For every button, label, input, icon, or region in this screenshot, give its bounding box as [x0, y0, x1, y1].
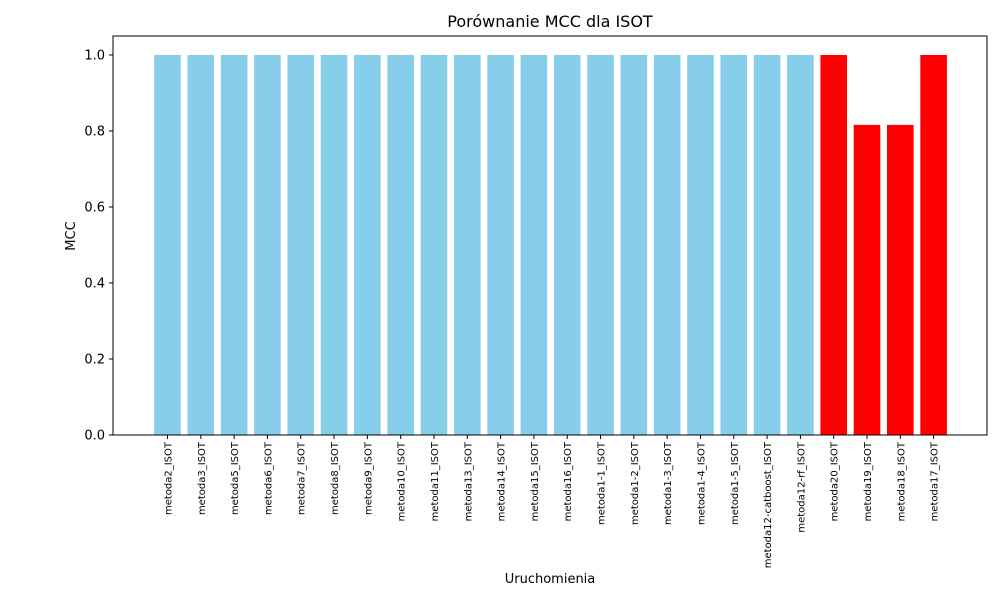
- bar-metoda14_ISOT: [487, 55, 514, 435]
- x-axis-title: Uruchomienia: [505, 572, 596, 587]
- x-tick-label: metoda5_ISOT: [230, 441, 241, 515]
- bar-metoda17_ISOT: [920, 55, 947, 435]
- bar-metoda2_ISOT: [154, 55, 181, 435]
- x-tick-label: metoda15_ISOT: [530, 441, 541, 521]
- bar-metoda9_ISOT: [354, 55, 381, 435]
- bar-metoda15_ISOT: [520, 55, 548, 435]
- bar-metoda1-5_ISOT: [720, 55, 748, 435]
- y-tick-label: 0.4: [84, 277, 105, 292]
- x-tick-label: metoda13_ISOT: [463, 441, 474, 521]
- x-tick-label: metoda16_ISOT: [563, 441, 574, 521]
- x-tick-label: metoda12-catboost_ISOT: [763, 441, 774, 568]
- x-tick-label: metoda1-2_ISOT: [630, 441, 641, 525]
- x-tick-label: metoda1-3_ISOT: [663, 441, 674, 525]
- x-tick-label: metoda3_ISOT: [197, 441, 208, 515]
- bar-metoda6_ISOT: [254, 55, 281, 435]
- x-tick-label: metoda10_ISOT: [397, 441, 408, 521]
- bar-metoda1-4_ISOT: [687, 55, 714, 435]
- bar-metoda1-3_ISOT: [653, 55, 681, 435]
- bar-metoda10_ISOT: [387, 55, 414, 435]
- x-tick-label: metoda14_ISOT: [497, 441, 508, 521]
- x-tick-label: metoda17_ISOT: [930, 441, 941, 521]
- bars-layer: [154, 55, 947, 436]
- x-tick-label: metoda12-rf_ISOT: [796, 441, 807, 533]
- y-tick-label: 0.8: [84, 125, 105, 140]
- bar-metoda19_ISOT: [853, 124, 881, 436]
- bar-metoda5_ISOT: [220, 55, 248, 435]
- y-axis-title: MCC: [64, 221, 79, 250]
- bar-metoda7_ISOT: [287, 55, 315, 435]
- bar-metoda3_ISOT: [187, 55, 215, 435]
- bar-metoda20_ISOT: [820, 55, 847, 435]
- x-tick-label: metoda1-5_ISOT: [730, 441, 741, 525]
- bar-metoda12-rf_ISOT: [787, 55, 814, 435]
- y-tick-label: 0.0: [84, 429, 105, 444]
- bar-metoda8_ISOT: [320, 55, 348, 435]
- chart-title: Porównanie MCC dla ISOT: [447, 12, 653, 31]
- y-tick-label: 0.2: [84, 353, 105, 368]
- bar-metoda1-2_ISOT: [620, 55, 648, 435]
- x-tick-label: metoda7_ISOT: [297, 441, 308, 515]
- bar-metoda16_ISOT: [553, 55, 581, 435]
- y-tick-label: 1.0: [84, 49, 105, 64]
- x-tick-label: metoda18_ISOT: [896, 441, 907, 521]
- x-tick-label: metoda11_ISOT: [430, 441, 441, 521]
- x-tick-label: metoda1-1_ISOT: [597, 441, 608, 525]
- bar-metoda13_ISOT: [453, 55, 481, 435]
- x-tick-label: metoda2_ISOT: [164, 441, 175, 515]
- x-tick-label: metoda1-4_ISOT: [696, 441, 707, 525]
- bar-metoda12-catboost_ISOT: [753, 55, 781, 435]
- y-axis: 0.0 0.2 0.4 0.6 0.8 1.0: [84, 49, 113, 444]
- x-tick-label: metoda20_ISOT: [830, 441, 841, 521]
- x-tick-label: metoda19_ISOT: [863, 441, 874, 521]
- x-tick-label: metoda6_ISOT: [263, 441, 274, 515]
- bar-metoda18_ISOT: [887, 124, 914, 436]
- x-axis: metoda2_ISOT metoda3_ISOT metoda5_ISOT meto…: [164, 435, 941, 568]
- y-tick-label: 0.6: [84, 201, 105, 216]
- x-tick-label: metoda8_ISOT: [330, 441, 341, 515]
- bar-metoda11_ISOT: [420, 55, 448, 435]
- bar-metoda1-1_ISOT: [587, 55, 614, 435]
- x-tick-label: metoda9_ISOT: [363, 441, 374, 515]
- plot-frame: [112, 35, 988, 436]
